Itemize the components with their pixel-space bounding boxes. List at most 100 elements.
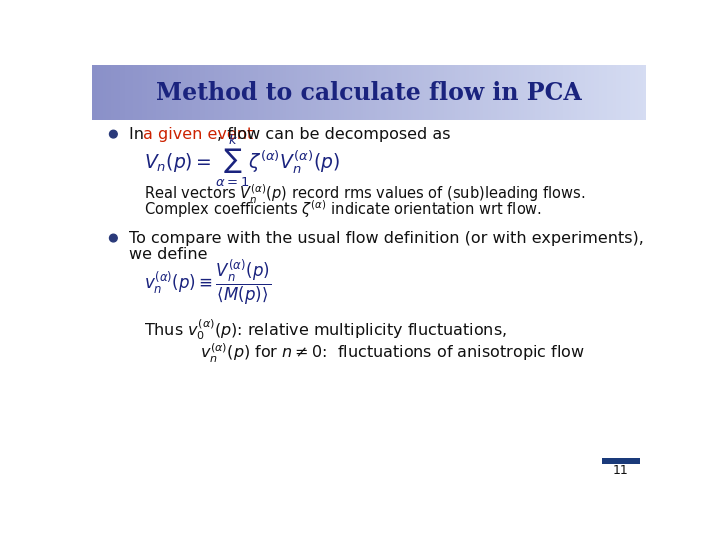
- Bar: [175, 65, 178, 120]
- Bar: [549, 65, 552, 120]
- Bar: [247, 65, 250, 120]
- Bar: [120, 65, 122, 120]
- Bar: [109, 65, 111, 120]
- Bar: [574, 65, 577, 120]
- Bar: [164, 65, 166, 120]
- Bar: [322, 65, 325, 120]
- Bar: [616, 65, 618, 120]
- Bar: [610, 65, 613, 120]
- Bar: [538, 65, 541, 120]
- Bar: [466, 65, 469, 120]
- Bar: [413, 65, 416, 120]
- Bar: [292, 65, 294, 120]
- Text: Thus $v_0^{(\alpha)}(p)$: relative multiplicity fluctuations,: Thus $v_0^{(\alpha)}(p)$: relative multi…: [144, 317, 507, 342]
- Bar: [477, 65, 480, 120]
- Bar: [438, 65, 441, 120]
- Bar: [366, 65, 369, 120]
- Bar: [627, 65, 629, 120]
- Bar: [416, 65, 419, 120]
- Bar: [205, 65, 208, 120]
- Bar: [472, 65, 474, 120]
- Bar: [601, 458, 640, 464]
- Bar: [469, 65, 472, 120]
- Bar: [347, 65, 350, 120]
- Bar: [380, 65, 383, 120]
- Bar: [277, 65, 280, 120]
- Bar: [458, 65, 461, 120]
- Bar: [463, 65, 466, 120]
- Bar: [508, 65, 510, 120]
- Bar: [192, 65, 194, 120]
- Bar: [585, 65, 588, 120]
- Bar: [541, 65, 544, 120]
- Text: Method to calculate flow in PCA: Method to calculate flow in PCA: [156, 80, 582, 105]
- Bar: [344, 65, 347, 120]
- Text: $v_n^{(\alpha)}(p)$ for $n \neq 0$:  fluctuations of anisotropic flow: $v_n^{(\alpha)}(p)$ for $n \neq 0$: fluc…: [199, 342, 585, 365]
- Bar: [264, 65, 266, 120]
- Text: In: In: [129, 126, 149, 141]
- Bar: [286, 65, 289, 120]
- Bar: [596, 65, 599, 120]
- Bar: [474, 65, 477, 120]
- Bar: [605, 65, 608, 120]
- Bar: [208, 65, 211, 120]
- Bar: [233, 65, 236, 120]
- Bar: [535, 65, 538, 120]
- Bar: [125, 65, 128, 120]
- Bar: [300, 65, 302, 120]
- Bar: [186, 65, 189, 120]
- Bar: [328, 65, 330, 120]
- Bar: [374, 65, 377, 120]
- Bar: [433, 65, 436, 120]
- Bar: [361, 65, 364, 120]
- Bar: [336, 65, 338, 120]
- Bar: [582, 65, 585, 120]
- Bar: [527, 65, 530, 120]
- Text: $V_n(p) = \sum_{\alpha=1}^{k} \zeta^{(\alpha)} V_n^{(\alpha)}(p)$: $V_n(p) = \sum_{\alpha=1}^{k} \zeta^{(\a…: [144, 133, 340, 189]
- Bar: [364, 65, 366, 120]
- Bar: [436, 65, 438, 120]
- Bar: [184, 65, 186, 120]
- Bar: [122, 65, 125, 120]
- Bar: [427, 65, 430, 120]
- Bar: [272, 65, 275, 120]
- Bar: [593, 65, 596, 120]
- Bar: [341, 65, 344, 120]
- Bar: [518, 65, 521, 120]
- Bar: [189, 65, 192, 120]
- Bar: [397, 65, 400, 120]
- Bar: [377, 65, 380, 120]
- Bar: [352, 65, 355, 120]
- Bar: [372, 65, 374, 120]
- Bar: [577, 65, 580, 120]
- Bar: [446, 65, 449, 120]
- Bar: [283, 65, 286, 120]
- Bar: [394, 65, 397, 120]
- Bar: [405, 65, 408, 120]
- Bar: [641, 65, 644, 120]
- Bar: [624, 65, 627, 120]
- Bar: [250, 65, 253, 120]
- Bar: [480, 65, 482, 120]
- Bar: [228, 65, 230, 120]
- Bar: [97, 65, 100, 120]
- Bar: [139, 65, 142, 120]
- Bar: [136, 65, 139, 120]
- Bar: [236, 65, 239, 120]
- Bar: [100, 65, 103, 120]
- Text: we define: we define: [129, 247, 207, 262]
- Bar: [410, 65, 413, 120]
- Bar: [211, 65, 214, 120]
- Bar: [266, 65, 269, 120]
- Bar: [510, 65, 513, 120]
- Bar: [289, 65, 292, 120]
- Bar: [316, 65, 319, 120]
- Bar: [241, 65, 244, 120]
- Bar: [430, 65, 433, 120]
- Bar: [566, 65, 569, 120]
- Bar: [488, 65, 491, 120]
- Bar: [482, 65, 485, 120]
- Bar: [419, 65, 422, 120]
- Bar: [214, 65, 217, 120]
- Bar: [422, 65, 425, 120]
